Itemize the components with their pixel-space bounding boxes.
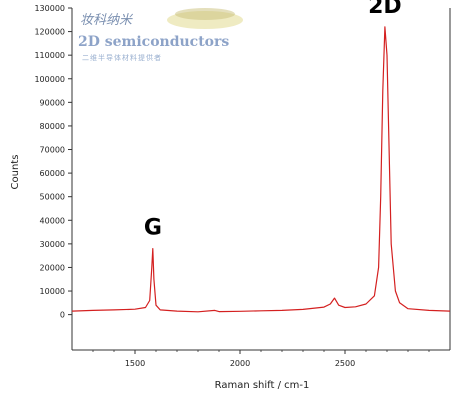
y-tick-label: 130000 <box>34 4 65 13</box>
x-tick-label: 1500 <box>125 359 145 368</box>
y-axis-title: Counts <box>10 155 21 190</box>
watermark-tagline: 二维半导体材料提供者 <box>82 53 162 62</box>
watermark-english-name: 2D semiconductors <box>78 34 229 50</box>
y-tick-label: 40000 <box>40 216 65 225</box>
watermark: 妆科纳米 2D semiconductors 二维半导体材料提供者 <box>78 8 243 62</box>
y-tick-label: 70000 <box>40 146 65 155</box>
y-tick-label: 10000 <box>40 287 65 296</box>
watermark-logo-graphic <box>167 8 243 29</box>
y-tick-label: 80000 <box>40 122 65 131</box>
x-tick-label: 2500 <box>335 359 355 368</box>
y-tick-label: 0 <box>60 311 65 320</box>
x-tick-label: 2000 <box>230 359 250 368</box>
y-tick-label: 50000 <box>40 193 65 202</box>
y-tick-label: 30000 <box>40 240 65 249</box>
y-tick-label: 20000 <box>40 263 65 272</box>
x-ticks: 1500 2000 2500 <box>92 350 430 368</box>
y-tick-label: 100000 <box>34 75 65 84</box>
peak-label: G <box>144 216 162 241</box>
y-tick-label: 90000 <box>40 98 65 107</box>
series-group <box>71 26 451 313</box>
spectrum-line <box>71 26 451 313</box>
y-tick-label: 110000 <box>34 51 65 60</box>
peak-annotations: G 2D <box>144 0 402 241</box>
y-tick-label: 60000 <box>40 169 65 178</box>
y-tick-label: 120000 <box>34 28 65 37</box>
watermark-chinese-name: 妆科纳米 <box>80 13 134 28</box>
peak-label: 2D <box>368 0 402 19</box>
y-ticks: 0 10000 20000 30000 40000 50000 60000 70000 8000… <box>34 4 72 320</box>
x-axis-title: Raman shift / cm-1 <box>215 380 310 391</box>
